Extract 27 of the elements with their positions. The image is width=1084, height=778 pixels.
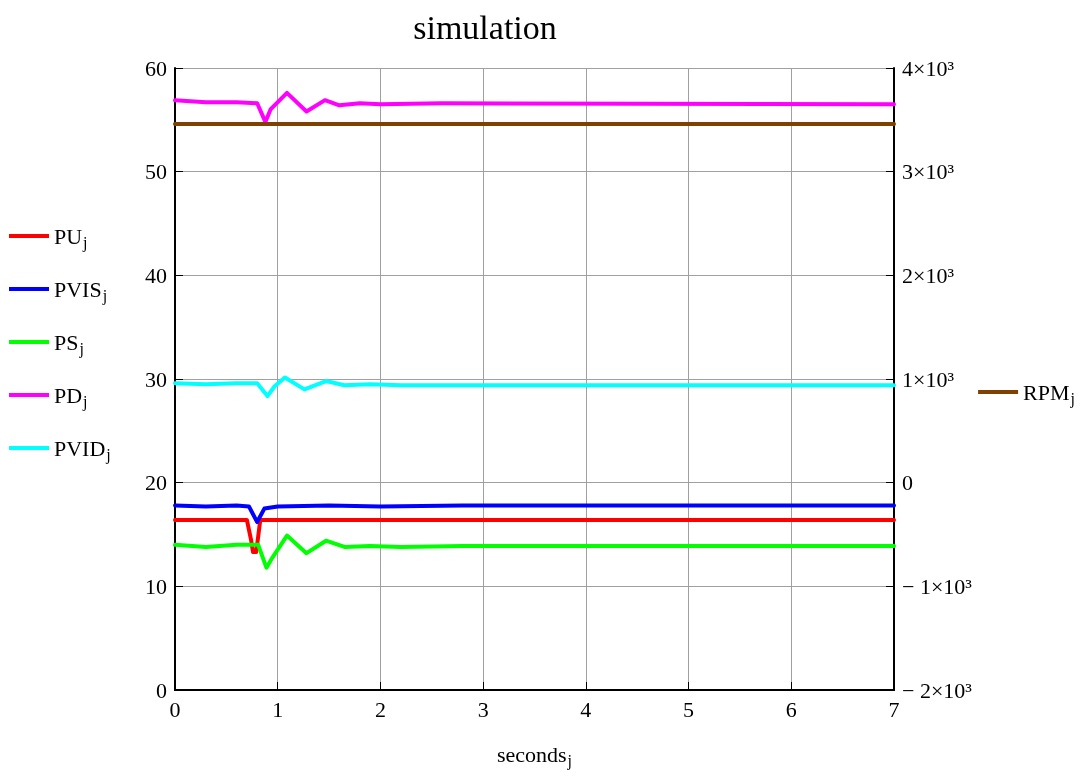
y-tick-label: 30 — [145, 366, 167, 392]
y2-tick-label: 1×10³ — [902, 366, 955, 392]
line-series — [173, 375, 896, 399]
y2-tick-label: 4×10³ — [902, 55, 955, 81]
y-tick-label: 50 — [145, 159, 167, 185]
y-tick-label: 10 — [145, 573, 167, 599]
y2-tick-label: 0 — [902, 470, 913, 496]
x-tick-label: 4 — [580, 696, 592, 722]
x-tick-label: 3 — [477, 696, 489, 722]
y-tick-label: 60 — [145, 55, 167, 81]
y2-tick-label: − 2×10³ — [902, 677, 973, 703]
y2-tick-label: 2×10³ — [902, 262, 955, 288]
line-series — [173, 90, 896, 124]
y-tick-label: 40 — [145, 262, 167, 288]
x-tick-label: 1 — [272, 696, 284, 722]
y-tick-label: 0 — [156, 677, 167, 703]
line-series — [173, 503, 896, 525]
chart-title: simulation — [413, 8, 557, 46]
line-series — [173, 517, 896, 555]
y-tick-label: 20 — [145, 470, 167, 496]
x-tick-label: 7 — [888, 696, 900, 722]
y2-tick-label: − 1×10³ — [902, 573, 973, 599]
line-series — [173, 533, 896, 570]
y2-tick-label: 3×10³ — [902, 159, 955, 185]
x-tick-label: 6 — [785, 696, 797, 722]
x-tick-label: 5 — [683, 696, 695, 722]
x-tick-label: 2 — [374, 696, 386, 722]
